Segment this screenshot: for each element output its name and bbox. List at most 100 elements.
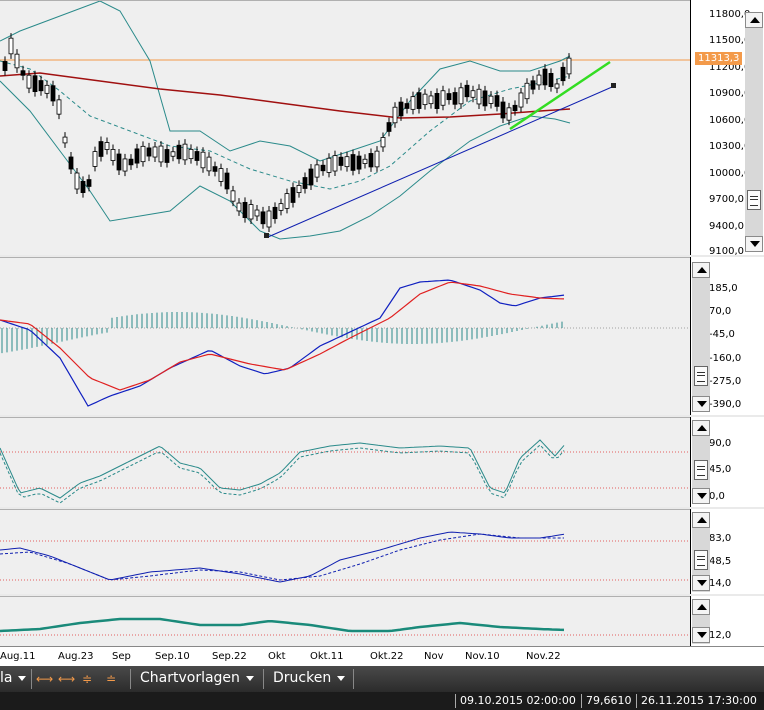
candle-body	[62, 136, 68, 144]
candle-body	[2, 61, 8, 71]
toolbar-divider	[353, 669, 354, 689]
price-tick: 10600,0	[709, 115, 751, 126]
candle-body	[272, 206, 278, 220]
macd-tick: 185,0	[709, 283, 738, 294]
price-tick: 10900,0	[709, 88, 751, 99]
volatility-line	[0, 617, 565, 633]
scroll-up-button[interactable]	[692, 262, 710, 278]
candle-body	[404, 103, 410, 109]
price-tick: 9400,0	[709, 221, 744, 232]
candle-body	[500, 101, 506, 119]
price-tick: 11500,0	[709, 35, 751, 46]
candle-body	[32, 75, 38, 93]
rsi-tick: 0,0	[709, 491, 725, 502]
status-bar: 09.10.2015 02:00:00 79,6610 26.11.2015 1…	[0, 692, 764, 710]
stochastic-pane	[0, 509, 690, 594]
candle-body	[422, 93, 428, 106]
time-label: Nov.22	[526, 651, 561, 662]
rsi-canvas	[0, 439, 690, 504]
draw-line-tool-icon[interactable]: ⟷	[36, 672, 54, 686]
candle-body	[182, 143, 188, 161]
draw-channel-tool-icon[interactable]: ⟷	[58, 672, 76, 686]
candle-body	[506, 107, 512, 121]
indicator-menu[interactable]: la	[0, 670, 27, 686]
scroll-up-button[interactable]	[745, 12, 763, 28]
candle-body	[224, 172, 230, 190]
scroll-down-button[interactable]	[692, 575, 710, 591]
scroll-thumb[interactable]	[747, 190, 761, 210]
candle-body	[56, 99, 62, 115]
candle-body	[536, 74, 542, 86]
time-label: Nov	[424, 651, 444, 662]
price-chart-canvas	[0, 1, 690, 240]
candle-body	[524, 82, 530, 100]
scroll-thumb[interactable]	[694, 550, 708, 570]
rsi-signal-line	[0, 444, 565, 504]
candle-body	[548, 73, 554, 87]
candle-body	[410, 96, 416, 110]
price-tick: 9700,0	[709, 194, 744, 205]
candle-body	[176, 144, 182, 160]
candle-body	[74, 172, 80, 190]
drucken-menu[interactable]: Drucken	[273, 670, 346, 686]
draw-horizontal-tool-icon[interactable]: ≐	[106, 672, 117, 686]
scroll-down-button[interactable]	[692, 627, 710, 643]
stoch-d-line	[0, 533, 564, 581]
candle-body	[194, 151, 200, 161]
candle-body	[80, 181, 86, 193]
candle-body	[98, 141, 104, 157]
last-datetime: 26.11.2015 17:30:00	[641, 694, 757, 707]
scroll-down-button[interactable]	[745, 236, 763, 252]
candle-body	[332, 155, 338, 172]
candle-body	[470, 90, 476, 98]
scroll-up-button[interactable]	[692, 599, 710, 615]
candle-body	[92, 151, 98, 167]
candle-body	[446, 93, 452, 101]
trendline-blue	[267, 86, 613, 238]
trendline-endpoint-handle	[264, 233, 269, 238]
scroll-thumb[interactable]	[694, 366, 708, 386]
price-tick: 11800,0	[709, 9, 751, 20]
rsi-scrollbar[interactable]	[692, 420, 710, 504]
time-label: Aug.11	[0, 651, 36, 662]
volatility-scrollbar[interactable]	[692, 599, 710, 644]
candle-body	[302, 177, 308, 189]
candle-body	[152, 146, 158, 158]
scroll-down-button[interactable]	[692, 396, 710, 412]
candle-body	[26, 74, 32, 89]
price-scrollbar[interactable]	[745, 12, 763, 252]
macd-line	[0, 279, 565, 407]
candle-body	[254, 209, 260, 217]
stochastic-scrollbar[interactable]	[692, 512, 710, 592]
price-tick: 11200,0	[709, 62, 751, 73]
time-label: Okt.11	[310, 651, 344, 662]
candle-body	[566, 57, 572, 75]
chartvorlagen-menu[interactable]: Chartvorlagen	[140, 670, 254, 686]
drucken-label: Drucken	[273, 670, 332, 686]
candle-body	[512, 104, 518, 112]
candle-body	[464, 84, 470, 98]
candle-body	[278, 203, 284, 211]
macd-scrollbar[interactable]	[692, 262, 710, 412]
candle-body	[356, 155, 362, 170]
candle-body	[122, 158, 128, 172]
scroll-down-button[interactable]	[692, 488, 710, 504]
draw-fibonacci-tool-icon[interactable]: ≑	[82, 672, 93, 686]
time-axis: Aug.11 Aug.23 Sep Sep.10 Sep.22 Okt Okt.…	[0, 646, 764, 666]
scroll-up-button[interactable]	[692, 420, 710, 436]
volatility-pane	[0, 596, 690, 646]
macd-pane	[0, 257, 690, 415]
candle-body	[266, 210, 272, 228]
candle-body	[212, 166, 218, 172]
toolbar-divider	[130, 669, 131, 689]
candle-body	[314, 164, 320, 178]
time-label: Okt.22	[370, 651, 404, 662]
candle-body	[14, 53, 20, 69]
candle-body	[68, 156, 74, 170]
scroll-up-button[interactable]	[692, 512, 710, 528]
scroll-thumb[interactable]	[694, 460, 708, 480]
indicator-menu-label: la	[0, 670, 13, 686]
candle-body	[530, 80, 536, 90]
candle-body	[206, 156, 212, 172]
candle-body	[350, 154, 356, 171]
